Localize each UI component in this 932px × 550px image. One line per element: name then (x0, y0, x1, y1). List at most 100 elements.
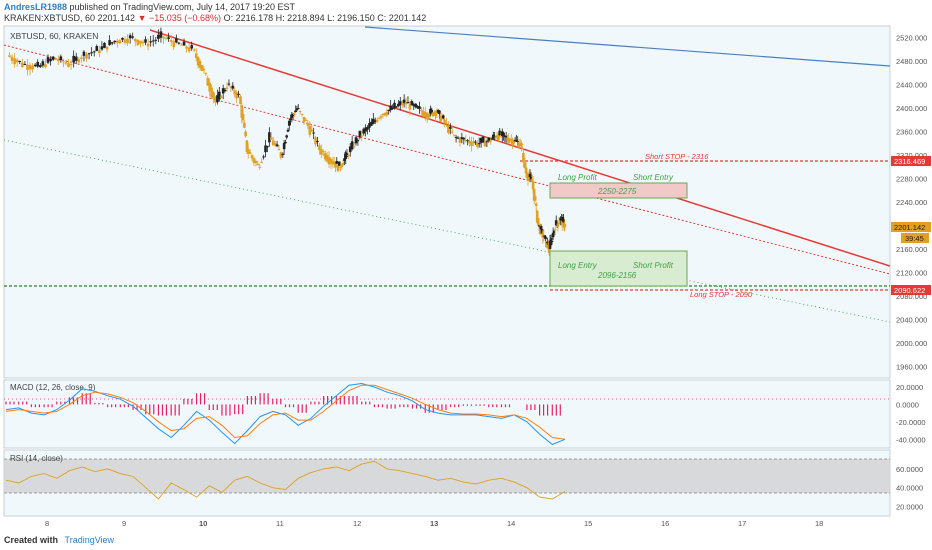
rsi-tick-label: 40.0000 (896, 484, 923, 493)
candle-body (208, 82, 211, 92)
time-tick-label: 14 (507, 519, 515, 528)
candle-body (338, 161, 341, 166)
candle-body (262, 156, 265, 158)
candle-body (252, 158, 256, 163)
price-pane-bg (3, 25, 891, 379)
footer: Created with TradingView (4, 535, 114, 545)
candle-body (244, 131, 247, 137)
candle-body (221, 88, 225, 94)
candle-body (402, 99, 406, 104)
candle-body (270, 137, 273, 140)
candle-body (295, 108, 299, 111)
candle-body (206, 77, 210, 86)
candle-body (271, 140, 275, 146)
candle-body (210, 87, 213, 98)
candle-body (347, 155, 350, 157)
candle-body (356, 140, 360, 142)
candle-body (383, 113, 387, 116)
candle-body (64, 62, 68, 64)
candle-body (182, 41, 186, 46)
candles-group (8, 27, 567, 256)
candle-body (538, 227, 542, 235)
candle-body (431, 112, 435, 117)
candle-body (454, 137, 458, 139)
symbol-info: KRAKEN:XBTUSD, 60 2201.142 ▼ −15.035 (−0… (4, 13, 426, 23)
macd-tick-label: 20.0000 (896, 383, 923, 392)
rsi-line (5, 460, 566, 500)
resistance-trend-line[interactable] (149, 29, 891, 267)
candle-body (474, 141, 477, 143)
price-tick-label: 2160.000 (896, 245, 927, 254)
candle-body (512, 140, 516, 144)
candle-body (439, 115, 442, 122)
candle-body (336, 164, 340, 171)
candle-body (552, 230, 556, 234)
candle-body (343, 158, 346, 161)
author-name[interactable]: AndresLR1988 (4, 2, 68, 12)
candle-body (487, 137, 491, 141)
time-axis: 8 9 10 11 12 13 14 15 16 17 18 (45, 519, 823, 528)
candle-body (85, 54, 88, 59)
candle-body (556, 223, 560, 227)
candle-body (427, 114, 431, 118)
countdown-badge (901, 233, 929, 243)
green-channel-line[interactable] (3, 139, 891, 323)
price-tick-label: 2440.000 (896, 81, 927, 90)
candle-body (223, 89, 227, 91)
candle-body (370, 121, 373, 126)
lower-zone[interactable] (549, 250, 688, 287)
candle-body (277, 149, 281, 151)
candle-body (231, 85, 235, 89)
candle-body (558, 221, 562, 223)
candle-body (553, 229, 557, 231)
candle-body (216, 95, 219, 103)
candle-body (521, 148, 524, 150)
candle-body (470, 141, 473, 147)
long-trend-line[interactable] (364, 26, 891, 67)
candle-body (418, 106, 421, 110)
candle-body (103, 43, 106, 48)
candle-body (180, 44, 183, 46)
candle-body (282, 142, 286, 150)
long-stop-badge (891, 285, 931, 295)
candle-body (110, 42, 114, 44)
price-tick-label: 2320.000 (896, 151, 927, 160)
candle-body (13, 58, 16, 65)
candle-body (562, 219, 565, 223)
candle-body (483, 141, 487, 147)
time-tick-label: 16 (661, 519, 669, 528)
candle-body (450, 131, 454, 133)
candle-body (121, 37, 124, 40)
candle-body (105, 46, 109, 50)
candle-body (468, 140, 471, 144)
candle-body (8, 55, 11, 57)
long-entry-label: Long Entry (558, 261, 598, 270)
candle-body (46, 57, 50, 63)
candle-body (298, 111, 302, 113)
candle-body (108, 40, 111, 46)
candle-body (438, 110, 441, 114)
candle-body (212, 92, 215, 100)
candle-body (23, 63, 27, 65)
candle-body (379, 115, 383, 118)
candle-body (59, 56, 63, 61)
candle-body (287, 120, 291, 126)
channel-dotted-line[interactable] (3, 44, 891, 275)
candle-body (499, 135, 503, 137)
candle-body (530, 180, 534, 182)
upper-zone[interactable] (549, 182, 688, 199)
candle-body (194, 53, 198, 59)
candle-body (475, 142, 479, 147)
tradingview-logo[interactable]: TradingView (64, 535, 115, 545)
candle-body (200, 65, 204, 71)
price-tick-label: 2360.000 (896, 128, 927, 137)
candle-body (416, 105, 419, 109)
candle-body (561, 217, 565, 222)
candle-body (62, 61, 65, 63)
price-tick-label: 2520.000 (896, 34, 927, 43)
candle-body (489, 140, 493, 142)
candle-body (26, 64, 29, 70)
candle-body (10, 56, 14, 61)
candle-body (414, 103, 417, 108)
